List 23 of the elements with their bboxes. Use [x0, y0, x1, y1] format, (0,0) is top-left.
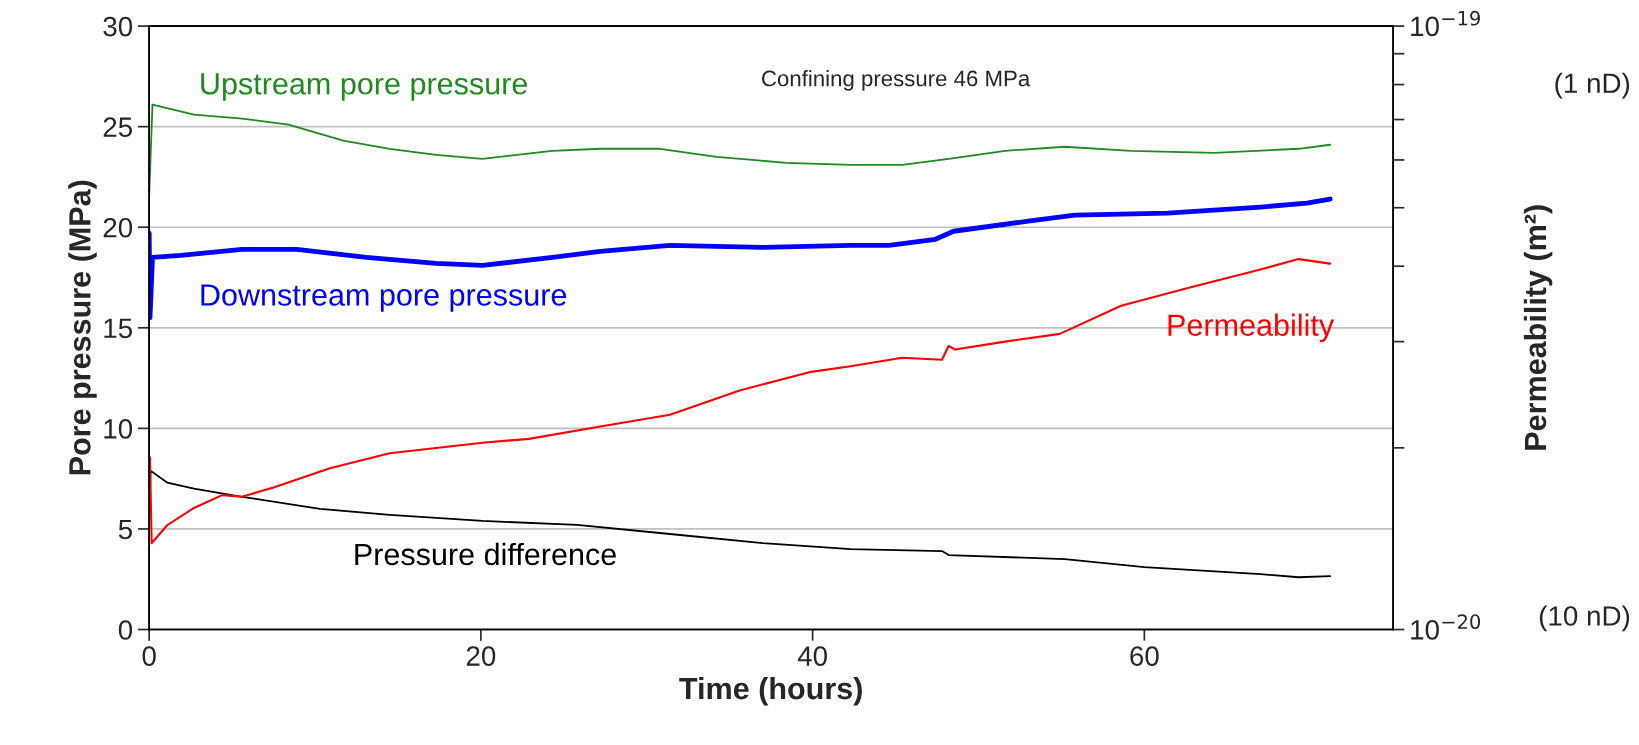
y-tick-label: 15 [104, 318, 133, 339]
y2-axis-title: Permeability (m²) [1523, 205, 1553, 450]
x-tick-label: 60 [1130, 646, 1159, 666]
x-tick-label: 40 [797, 646, 827, 666]
annotation: Confining pressure 46 MPa [762, 70, 1031, 91]
y-tick-label: 25 [103, 117, 133, 137]
y2-tick-label: 10$^{−19}$ [1411, 10, 1480, 37]
y-tick-label: 30 [103, 16, 133, 37]
x-tick-label: 0 [142, 646, 156, 666]
text: (1 nD) [1555, 72, 1630, 99]
y-tick-label: 20 [103, 217, 133, 238]
x-tick-label: 20 [466, 646, 496, 666]
text: (10 nD) [1539, 605, 1630, 632]
series-label: Permeability [1168, 313, 1335, 343]
y-tick-label: 5 [118, 519, 133, 540]
y2-tick-label: 10$^{−20}$ [1411, 614, 1481, 640]
series-label: Pressure difference [355, 542, 616, 566]
series-label: Upstream pore pressure [201, 73, 528, 101]
y-tick-label: 0 [118, 620, 133, 640]
y-tick-label: 10 [104, 419, 133, 439]
x-axis-title: Time (hours) [679, 676, 862, 706]
series-label: Downstream pore pressure [201, 284, 567, 312]
y-axis-title: Pore pressure (MPa) [68, 180, 97, 475]
